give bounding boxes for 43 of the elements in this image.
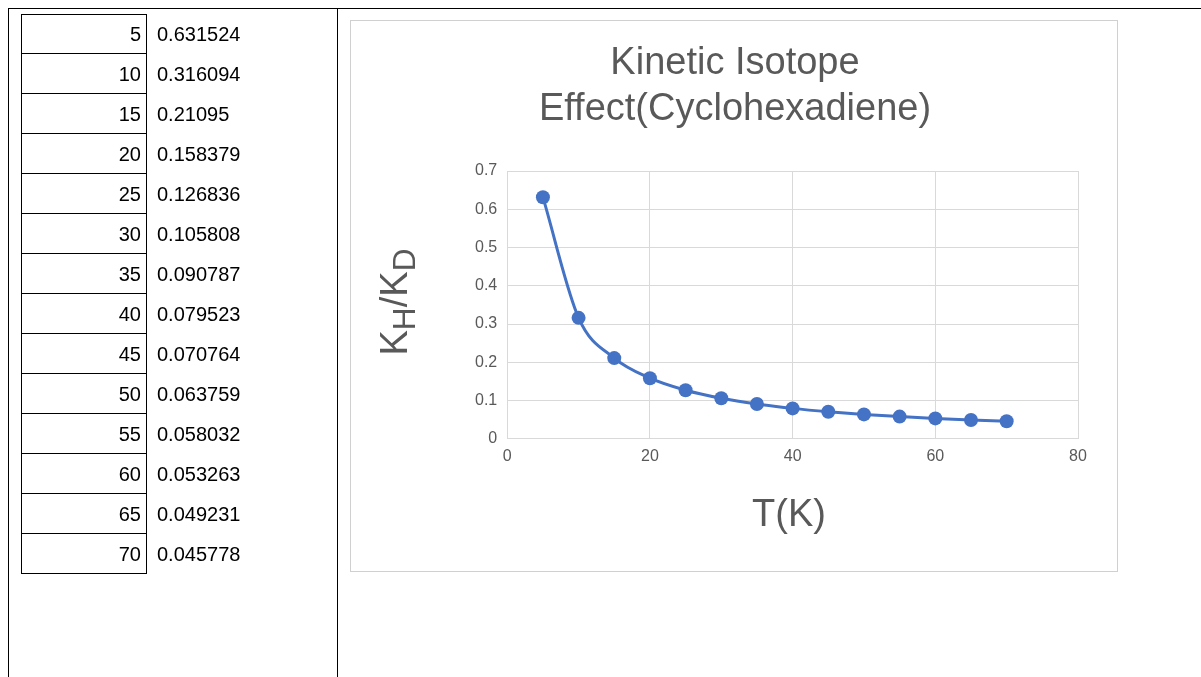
point: [821, 404, 836, 419]
y-tick-label: 0: [488, 429, 498, 447]
chart-title: Kinetic Isotope Effect(Cyclohexadiene): [537, 39, 933, 130]
x-tick-label: 20: [641, 446, 659, 464]
y-tick-label: 0.2: [474, 352, 498, 370]
text: 30 0.105808: [21, 214, 330, 254]
y-tick-label: 0.4: [474, 276, 498, 294]
text: 55 0.058032: [21, 414, 330, 454]
text: 40 0.079523: [21, 294, 330, 334]
point: [856, 407, 871, 422]
point: [749, 397, 764, 412]
text: 70 0.045778: [21, 534, 330, 574]
text: 35 0.090787: [21, 254, 330, 294]
point: [714, 391, 729, 406]
x-tick-label: 80: [1069, 446, 1087, 464]
point: [535, 190, 550, 205]
point: [999, 414, 1014, 429]
text: 65 0.049231: [21, 494, 330, 534]
text: 25 0.126836: [21, 174, 330, 214]
x-tick-label: 60: [926, 446, 945, 464]
y-tick-label: 0.7: [474, 161, 498, 179]
text: 45 0.070764: [21, 334, 330, 374]
point: [963, 412, 978, 427]
point: [892, 409, 907, 424]
text: 15 0.21095: [21, 94, 330, 134]
y-tick-label: 0.5: [474, 237, 498, 255]
point: [928, 411, 943, 426]
text: 5 0.631524: [21, 14, 330, 54]
text: 50 0.063759: [21, 374, 330, 414]
y-tick-label: 0.3: [474, 314, 498, 332]
point: [607, 351, 622, 366]
point: [785, 401, 800, 416]
y-tick-label: 0.6: [474, 199, 498, 217]
x-tick-label: 40: [783, 446, 802, 464]
text: 10 0.316094: [21, 54, 330, 94]
x-tick-label: 0: [502, 446, 512, 464]
y-tick-label: 0.1: [474, 390, 498, 408]
x-axis-title: T(K): [752, 492, 826, 535]
point: [678, 383, 693, 398]
point: [642, 371, 657, 386]
text: 60 0.053263: [21, 454, 330, 494]
text: 20 0.158379: [21, 134, 330, 174]
point: [571, 310, 586, 325]
